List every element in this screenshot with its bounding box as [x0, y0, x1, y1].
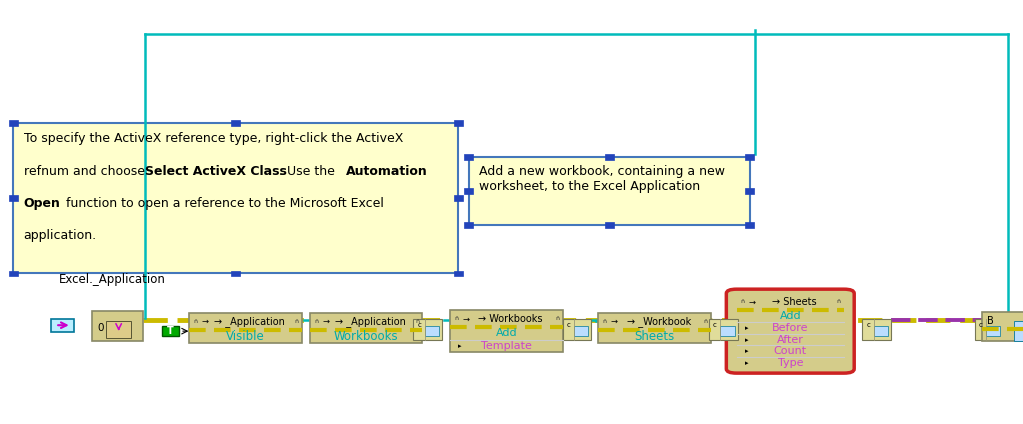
- Text: T: T: [167, 326, 174, 336]
- Text: c: c: [866, 322, 871, 328]
- FancyBboxPatch shape: [162, 326, 179, 336]
- Text: ▸: ▸: [458, 343, 461, 349]
- Text: After: After: [776, 335, 804, 345]
- FancyBboxPatch shape: [605, 154, 614, 160]
- FancyBboxPatch shape: [720, 326, 735, 336]
- Text: ñ: ñ: [704, 319, 708, 324]
- Text: →: →: [611, 317, 618, 326]
- FancyBboxPatch shape: [231, 120, 240, 126]
- Text: c: c: [713, 322, 717, 328]
- FancyBboxPatch shape: [982, 312, 1023, 341]
- Text: ñ: ñ: [555, 316, 560, 321]
- FancyBboxPatch shape: [746, 222, 755, 228]
- Text: ñ: ñ: [603, 319, 607, 324]
- Text: ▸: ▸: [745, 325, 748, 331]
- Text: Visible: Visible: [226, 330, 265, 343]
- Text: Type: Type: [777, 358, 803, 368]
- Text: ▸: ▸: [745, 360, 748, 366]
- Text: → _Application: → _Application: [335, 316, 406, 327]
- FancyBboxPatch shape: [8, 271, 18, 276]
- Text: Open: Open: [24, 197, 60, 210]
- Text: ñ: ñ: [837, 299, 841, 304]
- Text: ñ: ñ: [295, 319, 299, 324]
- FancyBboxPatch shape: [469, 157, 750, 225]
- FancyBboxPatch shape: [8, 195, 18, 201]
- FancyBboxPatch shape: [726, 289, 854, 373]
- FancyBboxPatch shape: [454, 271, 462, 276]
- Text: refnum and choose: refnum and choose: [24, 165, 148, 178]
- Text: c: c: [417, 322, 421, 328]
- Text: c: c: [567, 322, 571, 328]
- Text: Excel._Application: Excel._Application: [59, 273, 166, 286]
- Text: ñ: ñ: [454, 316, 458, 321]
- Text: →: →: [749, 297, 756, 307]
- FancyBboxPatch shape: [454, 120, 462, 126]
- FancyBboxPatch shape: [986, 326, 1000, 336]
- Text: Add: Add: [780, 311, 801, 321]
- FancyBboxPatch shape: [746, 154, 755, 160]
- Text: ▸: ▸: [745, 349, 748, 354]
- FancyBboxPatch shape: [13, 123, 458, 273]
- FancyBboxPatch shape: [8, 120, 18, 126]
- Text: Before: Before: [772, 323, 808, 333]
- Text: ñ: ñ: [415, 319, 419, 324]
- Text: application.: application.: [24, 229, 96, 242]
- FancyBboxPatch shape: [464, 154, 473, 160]
- Text: → Sheets: → Sheets: [772, 297, 816, 307]
- Text: c: c: [979, 322, 983, 328]
- Text: → Workbooks: → Workbooks: [478, 314, 543, 324]
- Text: 0: 0: [97, 323, 103, 332]
- FancyBboxPatch shape: [746, 188, 755, 194]
- FancyBboxPatch shape: [709, 319, 738, 340]
- FancyBboxPatch shape: [413, 319, 442, 340]
- Text: Add a new workbook, containing a new
worksheet, to the Excel Application: Add a new workbook, containing a new wor…: [479, 165, 724, 193]
- FancyBboxPatch shape: [1014, 321, 1023, 341]
- Text: Automation: Automation: [346, 165, 428, 178]
- FancyBboxPatch shape: [231, 271, 240, 276]
- FancyBboxPatch shape: [51, 319, 74, 332]
- Text: . Use the: . Use the: [279, 165, 340, 178]
- Text: →: →: [322, 317, 329, 326]
- Text: function to open a reference to the Microsoft Excel: function to open a reference to the Micr…: [62, 197, 385, 210]
- Text: → _Application: → _Application: [214, 316, 285, 327]
- FancyBboxPatch shape: [464, 188, 473, 194]
- Text: ñ: ñ: [741, 299, 745, 304]
- FancyBboxPatch shape: [975, 319, 1004, 340]
- Text: Sheets: Sheets: [634, 330, 675, 343]
- Text: Template: Template: [481, 341, 532, 351]
- FancyBboxPatch shape: [874, 326, 888, 336]
- Text: ñ: ñ: [314, 319, 318, 324]
- FancyBboxPatch shape: [189, 313, 302, 343]
- Text: Add: Add: [495, 329, 518, 338]
- Text: →: →: [202, 317, 209, 326]
- FancyBboxPatch shape: [454, 195, 462, 201]
- FancyBboxPatch shape: [574, 326, 588, 336]
- Text: Select ActiveX Class: Select ActiveX Class: [145, 165, 287, 178]
- FancyBboxPatch shape: [425, 326, 439, 336]
- FancyBboxPatch shape: [605, 222, 614, 228]
- FancyBboxPatch shape: [310, 313, 422, 343]
- Text: Workbooks: Workbooks: [333, 330, 399, 343]
- Text: Count: Count: [773, 346, 807, 356]
- Text: B: B: [987, 315, 994, 326]
- Text: →: →: [462, 314, 470, 324]
- Text: ▸: ▸: [745, 337, 748, 343]
- FancyBboxPatch shape: [450, 310, 563, 352]
- FancyBboxPatch shape: [92, 311, 143, 341]
- Text: To specify the ActiveX reference type, right-click the ActiveX: To specify the ActiveX reference type, r…: [24, 132, 403, 145]
- FancyBboxPatch shape: [563, 319, 591, 340]
- FancyBboxPatch shape: [862, 319, 891, 340]
- FancyBboxPatch shape: [464, 222, 473, 228]
- FancyBboxPatch shape: [106, 321, 131, 338]
- FancyBboxPatch shape: [598, 313, 711, 343]
- Text: ñ: ñ: [193, 319, 197, 324]
- Text: → _Workbook: → _Workbook: [627, 316, 691, 327]
